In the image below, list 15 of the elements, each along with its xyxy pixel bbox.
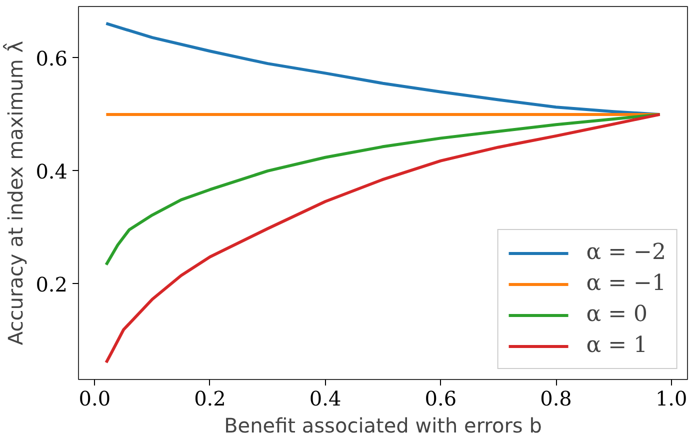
x-tick-label: 0.4 — [309, 386, 342, 410]
x-tick-label: 0.0 — [78, 386, 111, 410]
x-axis-title: Benefit associated with errors b — [224, 414, 542, 438]
legend-label: α = −2 — [586, 240, 666, 265]
x-tick-label: 0.6 — [424, 386, 457, 410]
x-tick-label: 0.8 — [540, 386, 572, 410]
legend-label: α = −1 — [586, 271, 666, 296]
legend-label: α = 1 — [586, 333, 648, 358]
legend-label: α = 0 — [586, 302, 648, 327]
y-axis-title: Accuracy at index maximum λ̂ — [3, 40, 28, 346]
x-tick-label: 0.2 — [194, 386, 226, 410]
y-tick-label: 0.6 — [36, 46, 68, 70]
y-tick-label: 0.2 — [36, 272, 68, 296]
x-tick-label: 1.0 — [655, 386, 688, 410]
y-tick-label: 0.4 — [36, 159, 68, 184]
